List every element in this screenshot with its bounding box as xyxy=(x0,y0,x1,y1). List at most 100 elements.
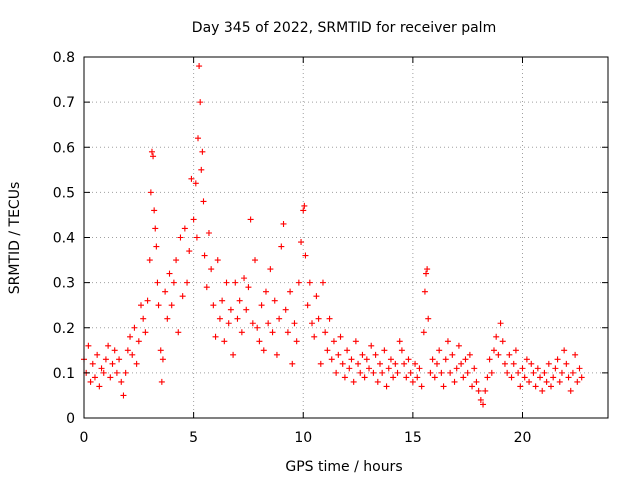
data-point xyxy=(420,329,427,336)
data-point xyxy=(348,356,355,363)
data-point xyxy=(317,360,324,367)
data-point xyxy=(287,288,294,295)
data-point xyxy=(409,378,416,385)
data-point xyxy=(158,378,165,385)
data-point xyxy=(574,378,581,385)
data-point xyxy=(453,365,460,372)
y-tick-label: 0.4 xyxy=(53,231,75,247)
data-point xyxy=(328,356,335,363)
data-point xyxy=(515,369,522,376)
data-point xyxy=(344,347,351,354)
data-point xyxy=(116,356,123,363)
data-point xyxy=(337,333,344,340)
data-point xyxy=(569,369,576,376)
data-point xyxy=(278,243,285,250)
data-point xyxy=(414,374,421,381)
data-point xyxy=(230,351,237,358)
data-point xyxy=(113,369,120,376)
data-point xyxy=(567,387,574,394)
data-point xyxy=(153,243,160,250)
data-point xyxy=(512,347,519,354)
x-tick-label: 0 xyxy=(80,430,89,446)
data-point xyxy=(530,369,537,376)
y-tick-label: 0.5 xyxy=(53,185,75,201)
data-point xyxy=(304,302,311,309)
data-point xyxy=(150,153,157,160)
data-point xyxy=(541,369,548,376)
data-point xyxy=(89,360,96,367)
data-point xyxy=(339,360,346,367)
data-point xyxy=(146,257,153,264)
data-point xyxy=(418,383,425,390)
data-point xyxy=(144,297,151,304)
data-point xyxy=(493,333,500,340)
data-point xyxy=(223,279,230,286)
data-point xyxy=(179,293,186,300)
data-point xyxy=(142,329,149,336)
data-point xyxy=(168,302,175,309)
data-point xyxy=(499,338,506,345)
axis-ticks: 0 0.1 0.2 0.3 0.4 0.5 0.6 0.7 0.8 0 5 10 15 20 xyxy=(53,50,608,446)
data-point xyxy=(506,351,513,358)
data-point xyxy=(319,279,326,286)
data-point xyxy=(159,356,166,363)
data-point xyxy=(170,279,177,286)
data-point xyxy=(392,360,399,367)
data-point xyxy=(197,99,204,106)
data-point xyxy=(539,387,546,394)
data-point xyxy=(381,347,388,354)
data-point xyxy=(208,266,215,273)
data-point xyxy=(545,360,552,367)
data-point xyxy=(436,347,443,354)
data-point xyxy=(196,63,203,70)
data-point xyxy=(484,374,491,381)
data-point xyxy=(193,234,200,241)
data-point xyxy=(200,198,207,205)
data-point xyxy=(398,347,405,354)
data-point xyxy=(322,329,329,336)
y-tick-label: 0.6 xyxy=(53,140,75,156)
data-point xyxy=(256,338,263,345)
data-point xyxy=(225,320,232,327)
x-tick-label: 15 xyxy=(404,430,422,446)
x-tick-label: 5 xyxy=(189,430,198,446)
data-point xyxy=(184,279,191,286)
data-point xyxy=(107,374,114,381)
data-point xyxy=(442,356,449,363)
data-point xyxy=(554,356,561,363)
data-point xyxy=(157,347,164,354)
data-point xyxy=(105,342,112,349)
data-point xyxy=(401,360,408,367)
data-point xyxy=(301,202,308,209)
x-tick-label: 10 xyxy=(294,430,312,446)
data-point xyxy=(147,189,154,196)
data-point xyxy=(376,360,383,367)
data-point xyxy=(464,369,471,376)
x-axis-label: GPS time / hours xyxy=(285,459,402,475)
data-point xyxy=(368,342,375,349)
data-point xyxy=(528,360,535,367)
data-point xyxy=(366,365,373,372)
data-point xyxy=(488,369,495,376)
y-axis-label: SRMTID / TECUs xyxy=(7,182,23,295)
data-point xyxy=(521,374,528,381)
data-point xyxy=(477,396,484,403)
data-point xyxy=(216,315,223,322)
data-point xyxy=(486,356,493,363)
data-point xyxy=(111,347,118,354)
data-point xyxy=(241,275,248,282)
y-tick-label: 0.2 xyxy=(53,321,75,337)
data-point xyxy=(561,347,568,354)
data-point xyxy=(563,360,570,367)
data-point xyxy=(460,374,467,381)
data-point xyxy=(177,234,184,241)
data-point xyxy=(195,135,202,142)
data-point xyxy=(273,351,280,358)
data-point xyxy=(284,329,291,336)
data-point xyxy=(565,374,572,381)
data-point xyxy=(210,302,217,309)
data-point xyxy=(289,360,296,367)
data-point xyxy=(431,374,438,381)
data-point xyxy=(333,369,340,376)
